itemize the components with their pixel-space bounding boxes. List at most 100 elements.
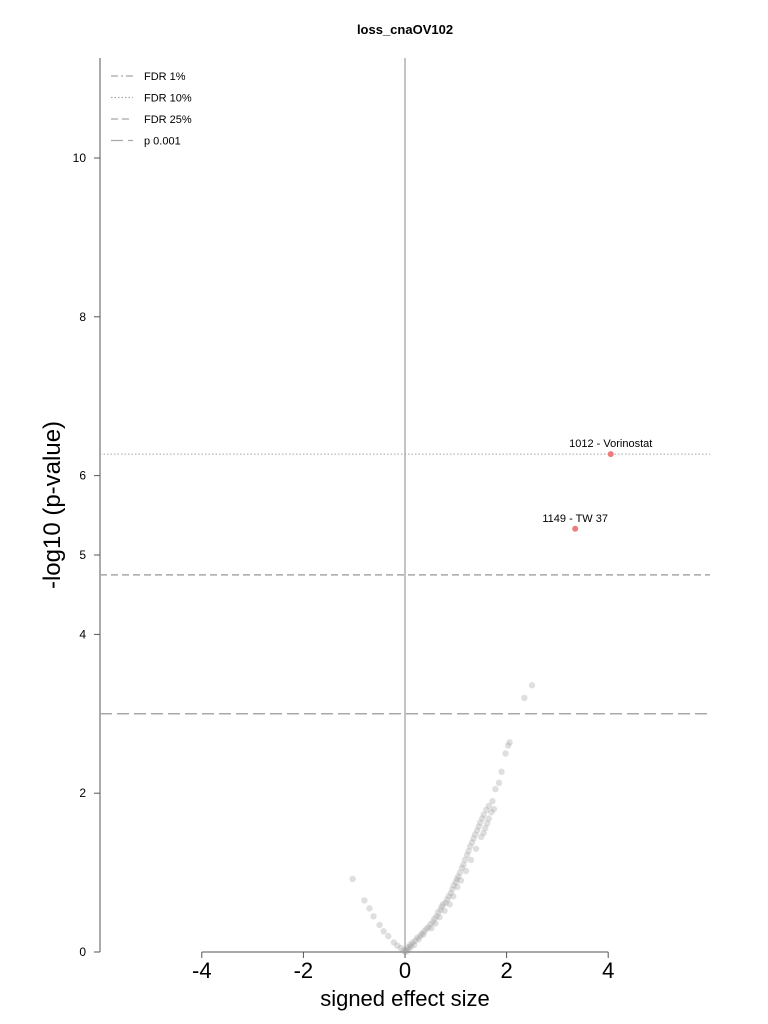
data-point [482, 824, 489, 832]
data-point [461, 856, 469, 864]
y-tick-label: 5 [79, 548, 86, 562]
data-point [409, 939, 416, 946]
point-annotation: 1012 - Vorinostat [569, 438, 652, 450]
data-point [434, 909, 442, 916]
x-tick-label: -2 [294, 958, 314, 983]
data-point [458, 864, 466, 872]
data-point [421, 928, 428, 935]
data-point [479, 815, 486, 822]
data-point [366, 905, 373, 912]
data-point [411, 937, 419, 945]
data-point [506, 739, 513, 746]
data-point [415, 936, 422, 943]
data-point [480, 811, 487, 818]
data-point [397, 944, 405, 952]
y-tick-label: 6 [79, 469, 86, 483]
data-point [462, 867, 470, 875]
data-point [432, 920, 439, 927]
y-tick-label: 2 [79, 786, 86, 800]
data-point [428, 924, 435, 932]
data-point [431, 915, 438, 922]
data-point [401, 948, 409, 956]
data-point [489, 797, 496, 805]
x-tick-label: 2 [500, 958, 512, 983]
data-point [495, 779, 503, 787]
data-point [490, 805, 498, 813]
x-axis-label: signed effect size [320, 986, 490, 1011]
legend-label: FDR 10% [144, 93, 192, 105]
x-tick-label: -4 [192, 958, 212, 983]
data-point [457, 877, 465, 884]
legend-label: p 0.001 [144, 136, 181, 148]
data-point [407, 943, 415, 950]
data-point [427, 921, 434, 928]
y-axis-label: -log10 (p-value) [39, 421, 66, 589]
data-point [404, 944, 412, 951]
data-point [472, 845, 480, 852]
data-point [406, 941, 414, 949]
data-point [455, 873, 462, 880]
data-point [405, 945, 413, 953]
data-point [465, 847, 472, 855]
data-point [480, 829, 487, 837]
data-point [446, 901, 453, 908]
data-point [436, 913, 443, 921]
data-point [504, 742, 512, 749]
data-point [361, 897, 368, 904]
data-point [400, 947, 407, 954]
data-point [450, 882, 457, 889]
data-point [417, 932, 424, 940]
data-point [463, 851, 471, 859]
data-point [423, 925, 430, 933]
highlighted-points: 1012 - Vorinostat 1149 - TW 37 [542, 438, 652, 532]
data-point [473, 827, 481, 834]
data-point [460, 861, 467, 868]
data-point [438, 903, 445, 910]
legend: FDR 1% FDR 10% FDR 25% p 0.001 [111, 71, 192, 148]
data-point [394, 942, 401, 949]
point-annotation: 1149 - TW 37 [542, 513, 608, 525]
data-point [485, 802, 493, 810]
data-point [376, 921, 383, 929]
data-point [498, 768, 505, 775]
data-point [449, 886, 456, 893]
data-point [528, 682, 536, 689]
data-point [429, 918, 437, 926]
data-point [433, 913, 440, 920]
data-point [447, 890, 454, 897]
data-point [476, 819, 484, 826]
data-point [450, 893, 457, 900]
data-point [443, 896, 451, 903]
highlighted-point [572, 525, 579, 532]
data-point [478, 833, 485, 841]
data-point [452, 878, 459, 886]
data-point [484, 820, 491, 827]
data-point [466, 843, 474, 850]
data-point [471, 831, 479, 838]
data-point [453, 875, 461, 883]
x-tick-label: 4 [602, 958, 614, 983]
data-point [403, 948, 411, 955]
data-point [370, 913, 377, 920]
data-point [437, 906, 444, 914]
data-point [492, 786, 499, 793]
legend-label: FDR 25% [144, 114, 192, 126]
data-point [442, 899, 449, 906]
data-point [485, 815, 493, 822]
data-point [425, 924, 432, 931]
data-point [468, 839, 476, 846]
highlighted-point [607, 451, 614, 458]
data-point [475, 823, 482, 830]
data-point [349, 875, 356, 883]
data-point [521, 694, 528, 702]
data-point [445, 893, 452, 900]
y-tick-label: 8 [79, 310, 86, 324]
data-point [467, 856, 475, 864]
data-point [454, 883, 461, 891]
data-point [439, 901, 447, 908]
data-point [470, 835, 477, 842]
y-tick-label: 4 [79, 627, 86, 641]
data-point [402, 946, 410, 953]
data-point [483, 806, 490, 814]
